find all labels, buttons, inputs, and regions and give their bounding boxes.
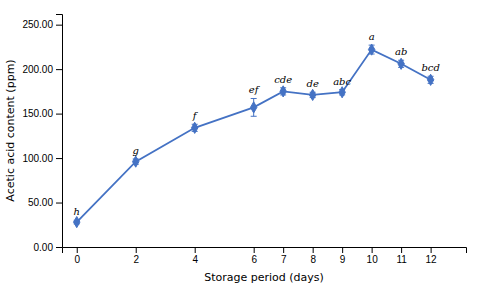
tick: 4 — [192, 247, 198, 265]
data-marks — [74, 44, 434, 228]
annotations: h g f ef cde de abc a ab bcd — [74, 31, 440, 217]
tick-mark — [56, 25, 62, 26]
tick-label: 150.00 — [22, 108, 53, 119]
tick: 100.00 — [22, 153, 62, 164]
tick-label: 50.00 — [28, 197, 53, 208]
tick-mark — [431, 247, 432, 253]
tick: 9 — [340, 247, 346, 265]
tick-mark — [372, 247, 373, 253]
tick-label: 0 — [74, 254, 80, 265]
tick: 10 — [367, 247, 379, 265]
tick: 12 — [426, 247, 438, 265]
tick-mark — [56, 69, 62, 70]
marker — [339, 87, 345, 98]
annotation: de — [306, 78, 318, 89]
tick-label: 250.00 — [22, 19, 53, 30]
x-axis: 0 2 4 6 7 8 9 10 11 12 — [63, 247, 467, 265]
tick-label: 12 — [426, 254, 438, 265]
y-axis: 0.00 50.00 100.00 150.00 200.00 250.00 — [22, 15, 62, 253]
marker — [398, 58, 404, 69]
axis-line — [56, 15, 63, 248]
chart: 0 2 4 6 7 8 9 10 11 12 0.00 50.00 100.00 150.00 200.00… — [0, 0, 480, 289]
tick-mark — [56, 203, 62, 204]
marker — [74, 217, 80, 228]
tick-label: 8 — [310, 254, 316, 265]
tick-mark — [195, 247, 196, 253]
marker — [132, 156, 138, 167]
tick-label: 7 — [281, 254, 287, 265]
annotation: ef — [249, 84, 261, 95]
error-bar-cap — [251, 116, 257, 117]
tick: 50.00 — [28, 197, 62, 208]
tick-mark — [254, 247, 255, 253]
tick-mark — [56, 158, 62, 159]
tick-label: 100.00 — [22, 153, 53, 164]
plot-area: 0 2 4 6 7 8 9 10 11 12 0.00 50.00 100.00 150.00 200.00… — [22, 15, 466, 266]
tick-mark — [77, 247, 78, 253]
y-axis-title: Acetic acid content (ppm) — [4, 59, 17, 201]
error-bar — [251, 98, 257, 116]
tick: 2 — [133, 247, 139, 265]
tick-mark — [136, 247, 137, 253]
tick-mark — [342, 247, 343, 253]
tick-mark — [56, 247, 62, 248]
tick-mark — [283, 247, 284, 253]
tick-label: 9 — [340, 254, 346, 265]
tick-mark — [401, 247, 402, 253]
error-bar-cap — [251, 98, 257, 99]
annotation: a — [369, 31, 375, 42]
tick-label: 4 — [192, 254, 198, 265]
tick: 8 — [310, 247, 316, 265]
annotation: g — [133, 145, 139, 156]
annotation: f — [192, 110, 199, 121]
line — [77, 50, 431, 223]
tick: 0 — [74, 247, 80, 265]
x-axis-title: Storage period (days) — [204, 271, 324, 284]
tick: 250.00 — [22, 19, 62, 30]
tick: 6 — [251, 247, 257, 265]
marker — [191, 122, 197, 133]
tick: 11 — [396, 247, 407, 265]
axis-line — [63, 248, 467, 254]
marker — [309, 89, 315, 100]
annotation: h — [74, 206, 80, 217]
tick-mark — [56, 114, 62, 115]
marker — [368, 44, 374, 55]
tick-mark — [313, 247, 314, 253]
marker — [280, 86, 286, 97]
marker — [427, 74, 433, 85]
annotation: ab — [395, 46, 407, 57]
annotation: cde — [274, 74, 292, 85]
annotation: bcd — [421, 62, 439, 73]
tick: 150.00 — [22, 108, 62, 119]
tick: 0.00 — [34, 242, 62, 253]
annotation: abc — [333, 76, 351, 87]
marker — [250, 102, 256, 113]
tick: 7 — [281, 247, 287, 265]
tick-label: 0.00 — [34, 242, 54, 253]
tick-label: 11 — [396, 254, 407, 265]
tick-label: 200.00 — [22, 64, 53, 75]
tick-label: 2 — [133, 254, 139, 265]
tick-label: 10 — [367, 254, 379, 265]
tick: 200.00 — [22, 64, 62, 75]
tick-label: 6 — [251, 254, 257, 265]
